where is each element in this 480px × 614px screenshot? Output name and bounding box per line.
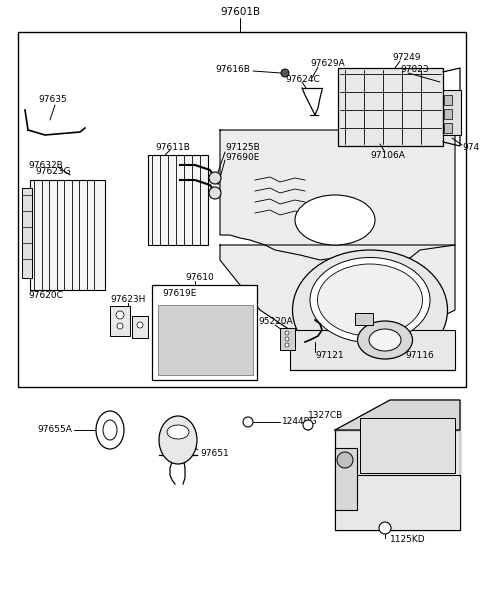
Bar — [110, 306, 130, 336]
Bar — [290, 330, 455, 370]
Text: 97623G: 97623G — [35, 168, 71, 176]
Circle shape — [116, 311, 124, 319]
Bar — [280, 328, 295, 350]
Bar — [148, 155, 208, 245]
Text: 1244BG: 1244BG — [282, 416, 318, 426]
Text: 1125KD: 1125KD — [390, 535, 426, 545]
Ellipse shape — [295, 195, 375, 245]
Bar — [18, 32, 466, 387]
Circle shape — [117, 323, 123, 329]
Text: 97416: 97416 — [462, 144, 480, 152]
Text: 97635: 97635 — [38, 96, 67, 104]
Ellipse shape — [369, 329, 401, 351]
Text: 97610: 97610 — [185, 273, 214, 282]
Bar — [22, 188, 32, 278]
Text: 97601B: 97601B — [220, 7, 260, 17]
Text: 97125B: 97125B — [225, 142, 260, 152]
Ellipse shape — [317, 264, 422, 336]
Polygon shape — [335, 400, 460, 430]
Bar — [443, 90, 461, 135]
Circle shape — [137, 322, 143, 328]
Ellipse shape — [159, 416, 197, 464]
Circle shape — [281, 69, 289, 77]
Text: 97249: 97249 — [392, 53, 420, 61]
Text: 97023: 97023 — [400, 66, 429, 74]
Text: 97106A: 97106A — [370, 150, 405, 160]
Ellipse shape — [103, 420, 117, 440]
Circle shape — [303, 420, 313, 430]
Bar — [158, 305, 253, 375]
Text: 97690E: 97690E — [225, 154, 259, 163]
Circle shape — [285, 331, 289, 335]
Bar — [335, 475, 460, 530]
Text: 97121: 97121 — [315, 351, 344, 360]
Bar — [335, 448, 357, 510]
Bar — [152, 285, 257, 380]
Bar — [360, 418, 455, 473]
Bar — [335, 430, 460, 530]
Text: 97632B: 97632B — [28, 160, 63, 169]
Ellipse shape — [167, 425, 189, 439]
Polygon shape — [220, 130, 455, 262]
Text: 1327CB: 1327CB — [308, 411, 343, 419]
Circle shape — [337, 452, 353, 468]
Ellipse shape — [292, 250, 447, 370]
Circle shape — [285, 337, 289, 341]
Bar — [338, 68, 443, 146]
Polygon shape — [220, 245, 455, 338]
Ellipse shape — [96, 411, 124, 449]
Bar — [30, 180, 105, 290]
Text: 97116: 97116 — [405, 351, 434, 360]
Bar — [444, 95, 452, 105]
Text: 97616B: 97616B — [215, 66, 250, 74]
Bar — [444, 109, 452, 119]
Text: 97620C: 97620C — [28, 290, 63, 300]
Circle shape — [285, 343, 289, 347]
Ellipse shape — [310, 257, 430, 343]
Text: 95220A: 95220A — [258, 317, 293, 327]
Text: 95220L: 95220L — [380, 308, 413, 317]
Text: 97619E: 97619E — [162, 289, 196, 298]
Bar — [132, 316, 148, 338]
Text: 97611B: 97611B — [155, 142, 190, 152]
Text: 97619D: 97619D — [170, 363, 205, 373]
Text: 97651: 97651 — [200, 448, 229, 457]
Text: 97623H: 97623H — [110, 295, 145, 305]
Ellipse shape — [358, 321, 412, 359]
Text: 97629A: 97629A — [310, 58, 345, 68]
Bar — [355, 313, 373, 325]
Text: 97655A: 97655A — [37, 426, 72, 435]
Circle shape — [209, 172, 221, 184]
Bar — [444, 123, 452, 133]
Circle shape — [243, 417, 253, 427]
Text: 97624C: 97624C — [285, 76, 320, 85]
Circle shape — [209, 187, 221, 199]
Circle shape — [379, 522, 391, 534]
